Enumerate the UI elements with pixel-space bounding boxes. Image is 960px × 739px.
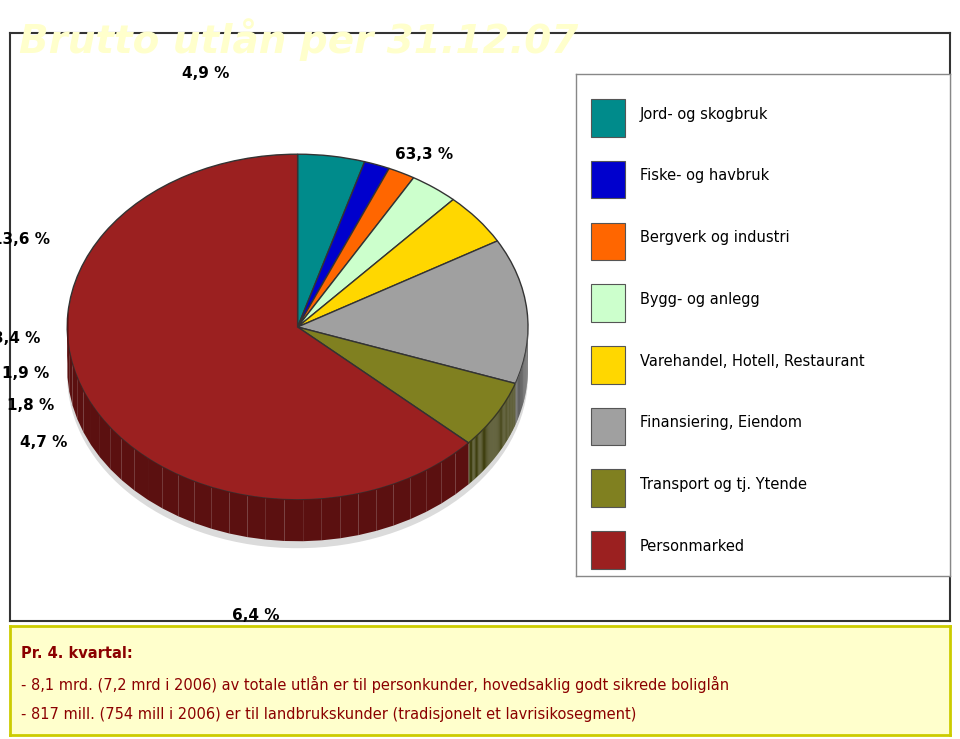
Polygon shape <box>476 435 477 478</box>
FancyBboxPatch shape <box>591 161 625 199</box>
Text: - 8,1 mrd. (7,2 mrd i 2006) av totale utlån er til personkunder, hovedsaklig god: - 8,1 mrd. (7,2 mrd i 2006) av totale ut… <box>21 676 729 693</box>
Wedge shape <box>298 241 528 384</box>
Polygon shape <box>69 350 73 405</box>
Wedge shape <box>298 200 497 327</box>
Polygon shape <box>195 482 212 529</box>
Polygon shape <box>322 497 340 540</box>
Polygon shape <box>479 432 481 474</box>
Text: 13,6 %: 13,6 % <box>0 232 50 247</box>
Wedge shape <box>298 162 389 327</box>
FancyBboxPatch shape <box>591 222 625 260</box>
Polygon shape <box>426 462 442 512</box>
FancyBboxPatch shape <box>591 285 625 322</box>
Text: Brutto utlån per 31.12.07: Brutto utlån per 31.12.07 <box>19 18 579 61</box>
Polygon shape <box>179 475 195 523</box>
Polygon shape <box>134 449 148 500</box>
Polygon shape <box>520 369 521 413</box>
Polygon shape <box>163 467 179 517</box>
Text: Bergverk og industri: Bergverk og industri <box>639 230 789 245</box>
Polygon shape <box>483 429 484 471</box>
Text: Personmarked: Personmarked <box>639 539 745 554</box>
Polygon shape <box>410 471 426 520</box>
FancyBboxPatch shape <box>591 531 625 569</box>
Polygon shape <box>91 403 100 457</box>
Polygon shape <box>110 428 122 480</box>
Polygon shape <box>84 391 91 445</box>
Polygon shape <box>493 417 494 460</box>
Polygon shape <box>100 416 110 469</box>
Polygon shape <box>266 498 284 541</box>
Polygon shape <box>471 440 472 483</box>
Polygon shape <box>477 435 478 477</box>
Polygon shape <box>394 477 410 525</box>
Text: - 817 mill. (754 mill i 2006) er til landbrukskunder (tradisjonelt et lavrisikos: - 817 mill. (754 mill i 2006) er til lan… <box>21 707 636 722</box>
Text: 1,9 %: 1,9 % <box>2 366 49 381</box>
Polygon shape <box>517 375 519 419</box>
Polygon shape <box>473 437 474 480</box>
Text: 1,8 %: 1,8 % <box>7 398 54 413</box>
Polygon shape <box>491 420 492 463</box>
Text: 4,9 %: 4,9 % <box>181 66 229 81</box>
Polygon shape <box>67 336 69 392</box>
Wedge shape <box>298 168 414 327</box>
Polygon shape <box>474 437 476 479</box>
Polygon shape <box>492 418 493 460</box>
FancyBboxPatch shape <box>591 408 625 446</box>
Text: Fiske- og havbruk: Fiske- og havbruk <box>639 168 769 183</box>
Text: Jord- og skogbruk: Jord- og skogbruk <box>639 106 768 122</box>
Polygon shape <box>455 443 468 494</box>
Wedge shape <box>298 327 516 443</box>
Polygon shape <box>481 431 482 474</box>
Polygon shape <box>376 484 394 531</box>
Polygon shape <box>284 500 303 541</box>
Text: Varehandel, Hotell, Restaurant: Varehandel, Hotell, Restaurant <box>639 353 864 369</box>
Ellipse shape <box>67 202 528 548</box>
Polygon shape <box>469 440 471 483</box>
Polygon shape <box>358 489 376 535</box>
FancyBboxPatch shape <box>591 99 625 137</box>
Polygon shape <box>482 430 483 472</box>
Polygon shape <box>472 439 473 481</box>
Polygon shape <box>468 442 469 484</box>
Polygon shape <box>303 499 322 541</box>
Polygon shape <box>77 378 84 432</box>
FancyBboxPatch shape <box>591 469 625 507</box>
Polygon shape <box>485 426 486 469</box>
Polygon shape <box>494 415 495 458</box>
Text: Finansiering, Eiendom: Finansiering, Eiendom <box>639 415 802 430</box>
FancyBboxPatch shape <box>591 346 625 384</box>
Polygon shape <box>488 424 489 466</box>
Polygon shape <box>212 487 229 534</box>
Text: 6,4 %: 6,4 % <box>232 607 280 622</box>
Polygon shape <box>67 308 68 364</box>
Polygon shape <box>73 364 77 419</box>
Polygon shape <box>516 378 517 422</box>
Polygon shape <box>442 453 455 503</box>
Polygon shape <box>478 433 479 476</box>
Wedge shape <box>298 177 453 327</box>
Polygon shape <box>490 421 491 464</box>
Polygon shape <box>486 425 488 468</box>
Text: Bygg- og anlegg: Bygg- og anlegg <box>639 292 759 307</box>
Wedge shape <box>298 154 365 327</box>
Polygon shape <box>122 438 134 491</box>
Text: 4,7 %: 4,7 % <box>20 435 68 450</box>
Text: Transport og tj. Ytende: Transport og tj. Ytende <box>639 477 806 492</box>
Polygon shape <box>340 494 358 538</box>
Text: 63,3 %: 63,3 % <box>396 147 453 162</box>
Polygon shape <box>148 458 163 508</box>
Text: 3,4 %: 3,4 % <box>0 331 40 346</box>
Polygon shape <box>489 423 490 466</box>
Polygon shape <box>495 415 496 457</box>
Polygon shape <box>229 492 248 537</box>
Polygon shape <box>484 427 485 470</box>
Wedge shape <box>67 154 468 500</box>
Polygon shape <box>519 372 520 416</box>
Text: Pr. 4. kvartal:: Pr. 4. kvartal: <box>21 646 132 661</box>
Polygon shape <box>248 496 266 539</box>
